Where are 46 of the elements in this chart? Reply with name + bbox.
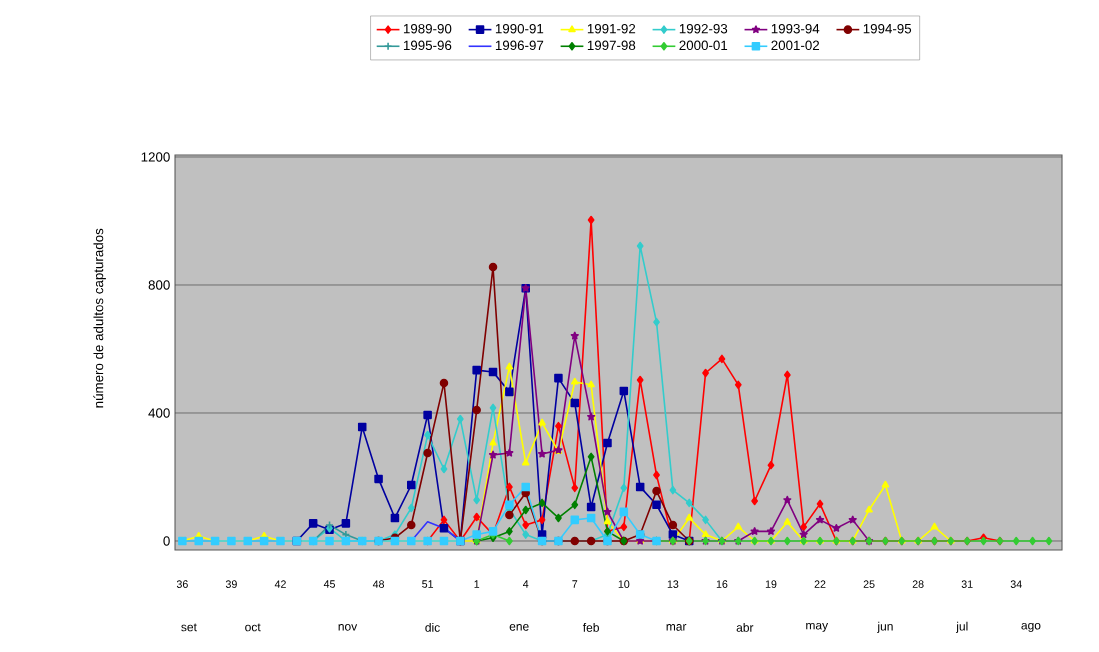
- x-tick-label: 31: [961, 580, 973, 588]
- legend-label: 2001-02: [771, 40, 820, 51]
- x-tick-label: 42: [274, 580, 286, 588]
- legend-label: 1992-93: [679, 23, 728, 34]
- legend-label: 1993-94: [771, 23, 820, 34]
- x-tick-label: 45: [323, 580, 335, 588]
- y-tick-label: 400: [148, 408, 170, 418]
- legend-label: 1997-98: [587, 40, 636, 51]
- x-tick-label: 10: [618, 580, 630, 588]
- x-tick-label: 36: [176, 580, 188, 588]
- text: set: [181, 623, 197, 632]
- x-tick-label: 13: [667, 580, 679, 588]
- text: jul: [955, 621, 968, 633]
- legend-label: 1995-96: [403, 40, 452, 51]
- legend-label: 1989-90: [403, 23, 452, 34]
- y-tick-label: 800: [148, 280, 170, 290]
- legend-label: 1991-92: [587, 23, 636, 34]
- text: may: [806, 622, 829, 632]
- x-tick-label: 25: [863, 580, 875, 588]
- text: oct: [245, 623, 261, 632]
- legend-label: 1990-91: [495, 23, 544, 34]
- x-tick-label: 39: [225, 580, 237, 588]
- y-tick-label: 0: [163, 536, 170, 546]
- x-tick-label: 34: [1010, 580, 1022, 588]
- legend-label: 1994-95: [863, 23, 912, 34]
- x-tick-label: 16: [716, 580, 728, 588]
- text: jun: [877, 621, 893, 633]
- text: dic: [425, 622, 440, 632]
- x-tick-label: 51: [422, 580, 434, 588]
- text: abr: [736, 622, 754, 632]
- y-tick-label: 1200: [141, 152, 170, 162]
- legend-label: 2000-01: [679, 40, 728, 51]
- x-tick-label: 7: [572, 580, 578, 588]
- x-tick-label: 22: [814, 580, 826, 588]
- legend-label: 1996-97: [495, 40, 544, 51]
- text: feb: [582, 622, 599, 632]
- x-tick-label: 19: [765, 580, 777, 588]
- x-tick-label: 48: [372, 580, 385, 588]
- text: nov: [338, 624, 358, 631]
- x-tick-label: 28: [912, 580, 924, 588]
- text: mar: [666, 624, 687, 631]
- text: ago: [1021, 622, 1041, 632]
- x-tick-label: 1: [474, 580, 480, 588]
- text: ene: [509, 624, 529, 631]
- y-axis-title: número de adultos capturados: [93, 228, 106, 408]
- x-tick-label: 4: [523, 580, 529, 588]
